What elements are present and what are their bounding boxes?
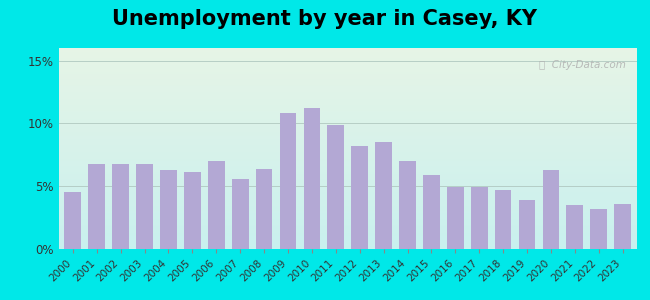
Bar <box>160 170 177 249</box>
Bar <box>375 142 392 249</box>
Bar <box>304 108 320 249</box>
Bar <box>280 113 296 249</box>
Bar <box>328 124 344 249</box>
Bar <box>614 204 631 249</box>
Bar <box>232 178 248 249</box>
Bar <box>543 170 559 249</box>
Bar <box>112 164 129 249</box>
Bar <box>352 146 368 249</box>
Bar <box>471 188 488 249</box>
Bar <box>447 188 463 249</box>
Bar <box>88 164 105 249</box>
Bar <box>495 190 512 249</box>
Text: ⓘ  City-Data.com: ⓘ City-Data.com <box>539 60 625 70</box>
Text: Unemployment by year in Casey, KY: Unemployment by year in Casey, KY <box>112 9 538 29</box>
Bar <box>64 193 81 249</box>
Bar <box>208 161 225 249</box>
Bar <box>399 161 416 249</box>
Bar <box>136 164 153 249</box>
Bar <box>184 172 201 249</box>
Bar <box>519 200 536 249</box>
Bar <box>590 209 607 249</box>
Bar <box>255 169 272 249</box>
Bar <box>567 205 583 249</box>
Bar <box>423 175 440 249</box>
